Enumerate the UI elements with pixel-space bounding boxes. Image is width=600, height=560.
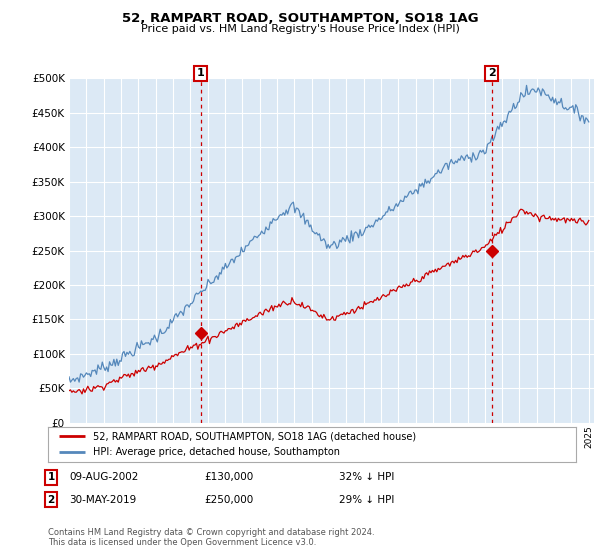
Text: 2: 2 <box>47 494 55 505</box>
Text: 30-MAY-2019: 30-MAY-2019 <box>69 494 136 505</box>
Text: 1: 1 <box>197 68 205 78</box>
Text: 2: 2 <box>488 68 496 78</box>
Text: £250,000: £250,000 <box>204 494 253 505</box>
Text: Contains HM Land Registry data © Crown copyright and database right 2024.
This d: Contains HM Land Registry data © Crown c… <box>48 528 374 547</box>
Text: 32% ↓ HPI: 32% ↓ HPI <box>339 472 394 482</box>
Text: £130,000: £130,000 <box>204 472 253 482</box>
Text: Price paid vs. HM Land Registry's House Price Index (HPI): Price paid vs. HM Land Registry's House … <box>140 24 460 34</box>
Text: 1: 1 <box>47 472 55 482</box>
Text: 09-AUG-2002: 09-AUG-2002 <box>69 472 139 482</box>
Text: 29% ↓ HPI: 29% ↓ HPI <box>339 494 394 505</box>
Text: 52, RAMPART ROAD, SOUTHAMPTON, SO18 1AG (detached house): 52, RAMPART ROAD, SOUTHAMPTON, SO18 1AG … <box>93 431 416 441</box>
Text: HPI: Average price, detached house, Southampton: HPI: Average price, detached house, Sout… <box>93 447 340 458</box>
Text: 52, RAMPART ROAD, SOUTHAMPTON, SO18 1AG: 52, RAMPART ROAD, SOUTHAMPTON, SO18 1AG <box>122 12 478 25</box>
